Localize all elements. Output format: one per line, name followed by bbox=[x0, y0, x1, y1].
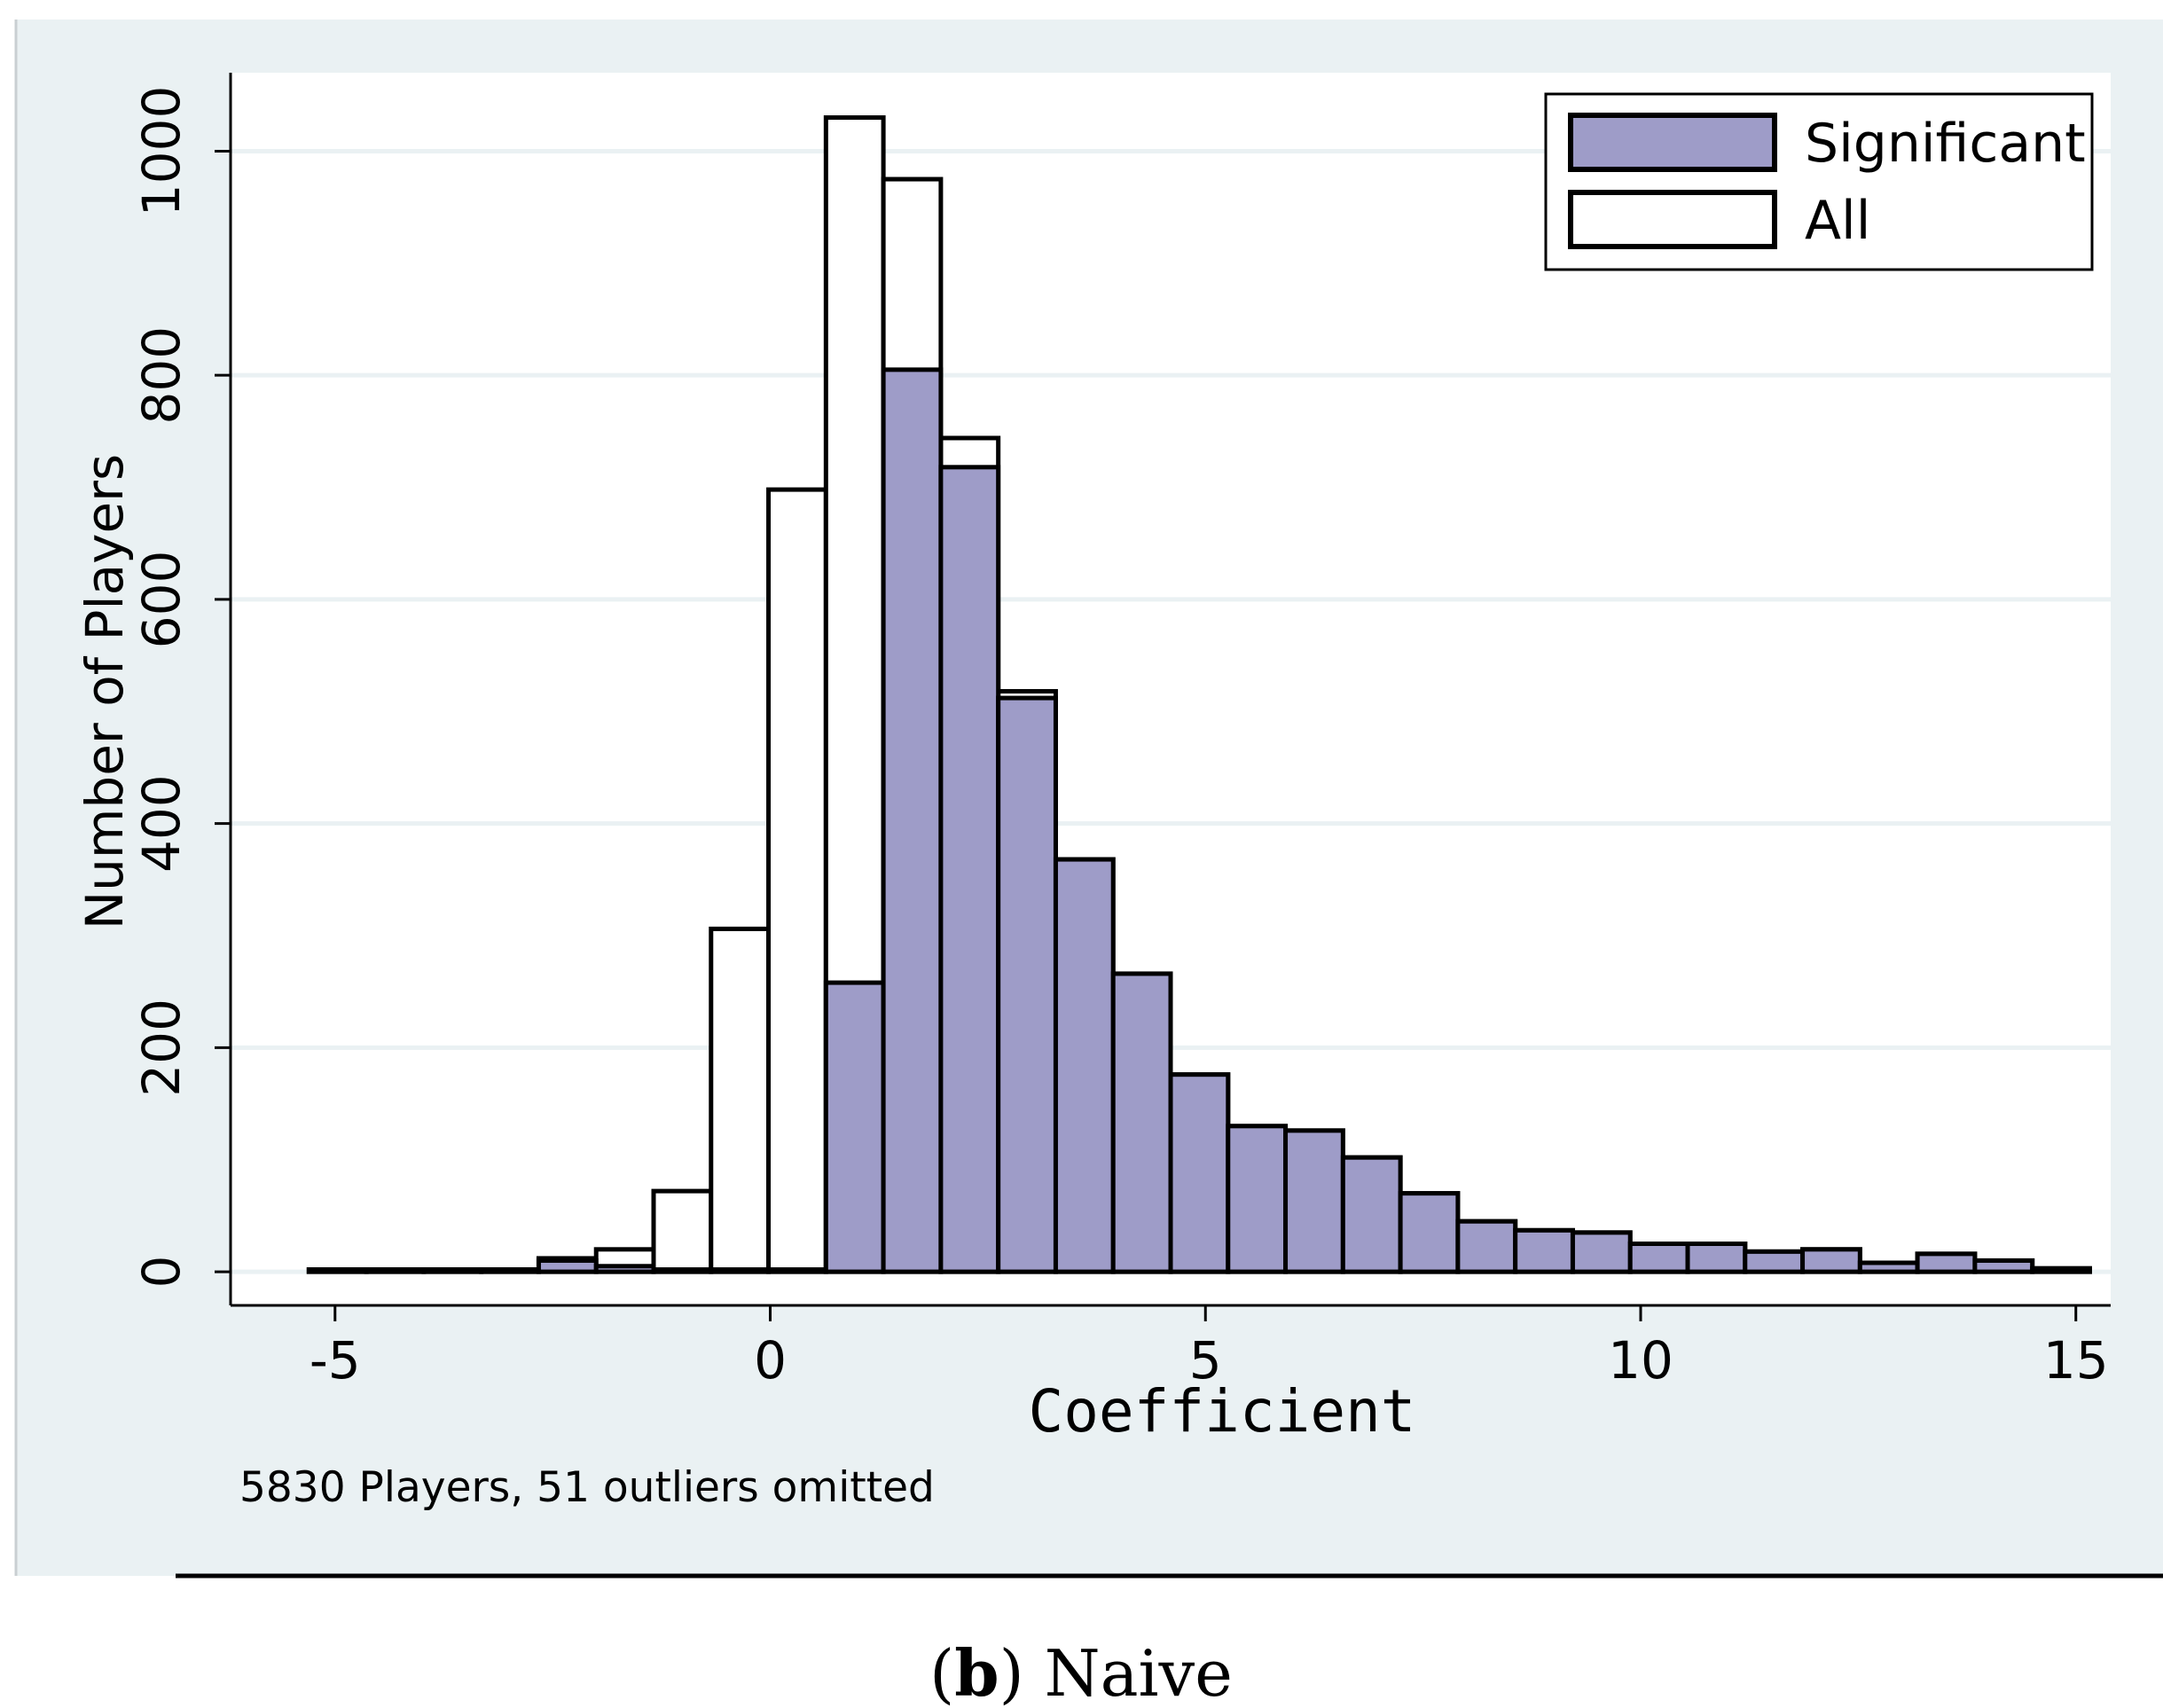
bar-significant-7 bbox=[709, 1267, 772, 1274]
y-tick-label-2: 400 bbox=[131, 774, 192, 873]
bar-significant-29 bbox=[1972, 1257, 2035, 1274]
legend: Significant All bbox=[1544, 92, 2094, 271]
bar-significant-10 bbox=[881, 367, 944, 1274]
bar-significant-15 bbox=[1168, 1072, 1231, 1274]
x-tick-label-3: 10 bbox=[1608, 1330, 1673, 1391]
x-tick-label-0: -5 bbox=[310, 1330, 361, 1391]
bar-all-6 bbox=[651, 1188, 714, 1274]
bar-significant-8 bbox=[766, 1267, 828, 1274]
bar-significant-20 bbox=[1455, 1218, 1518, 1274]
caption-text: Naive bbox=[1045, 1636, 1233, 1708]
bar-significant-23 bbox=[1627, 1242, 1690, 1274]
bar-significant-0 bbox=[306, 1267, 369, 1274]
bar-significant-13 bbox=[1053, 857, 1116, 1274]
bar-significant-19 bbox=[1398, 1191, 1461, 1274]
bar-significant-22 bbox=[1570, 1230, 1633, 1274]
bar-all-8 bbox=[766, 487, 828, 1274]
bars-significant-series bbox=[306, 367, 2092, 1274]
bar-significant-11 bbox=[938, 465, 1001, 1274]
y-tick-label-5: 1000 bbox=[131, 86, 192, 217]
bar-significant-26 bbox=[1800, 1247, 1862, 1274]
x-tick-label-2: 5 bbox=[1189, 1330, 1222, 1391]
x-tick-label-4: 15 bbox=[2043, 1330, 2109, 1391]
bar-significant-14 bbox=[1110, 971, 1173, 1274]
bar-significant-27 bbox=[1857, 1260, 1920, 1274]
chart-note: 5830 Players, 51 outliers omitted bbox=[239, 1463, 935, 1512]
bar-significant-6 bbox=[651, 1267, 714, 1274]
bar-significant-30 bbox=[2030, 1265, 2092, 1274]
x-axis-title: Coefficient bbox=[1028, 1377, 1415, 1446]
bar-significant-9 bbox=[823, 980, 886, 1274]
figure-caption: (b) Naive bbox=[929, 1635, 1233, 1708]
bar-significant-18 bbox=[1340, 1155, 1403, 1274]
bar-significant-24 bbox=[1685, 1242, 1748, 1274]
bar-significant-2 bbox=[421, 1267, 484, 1274]
legend-swatch-significant bbox=[1568, 113, 1777, 172]
legend-swatch-all bbox=[1568, 190, 1777, 249]
bar-significant-3 bbox=[479, 1267, 541, 1274]
bar-significant-17 bbox=[1283, 1128, 1345, 1274]
caption-label: b bbox=[954, 1635, 999, 1708]
y-axis-title: Number of Players bbox=[74, 454, 135, 929]
legend-label-significant: Significant bbox=[1805, 113, 2086, 175]
y-axis-ticks: 0 200 400 600 800 1000 bbox=[131, 86, 231, 1289]
bar-significant-21 bbox=[1513, 1227, 1575, 1274]
bar-significant-28 bbox=[1915, 1251, 1978, 1274]
y-tick-label-3: 600 bbox=[131, 551, 192, 649]
y-tick-label-4: 800 bbox=[131, 326, 192, 425]
x-axis-ticks: -5 0 5 10 15 bbox=[310, 1305, 2109, 1391]
bar-significant-1 bbox=[364, 1267, 427, 1274]
bar-significant-12 bbox=[996, 695, 1058, 1274]
bar-significant-25 bbox=[1743, 1249, 1806, 1274]
x-tick-label-1: 0 bbox=[754, 1330, 787, 1391]
bar-all-7 bbox=[709, 926, 772, 1274]
bar-significant-5 bbox=[593, 1264, 656, 1274]
bar-significant-16 bbox=[1226, 1124, 1289, 1274]
bar-significant-4 bbox=[536, 1257, 599, 1274]
y-tick-label-1: 200 bbox=[131, 999, 192, 1097]
y-tick-label-0: 0 bbox=[131, 1256, 192, 1289]
legend-label-all: All bbox=[1805, 190, 1870, 252]
